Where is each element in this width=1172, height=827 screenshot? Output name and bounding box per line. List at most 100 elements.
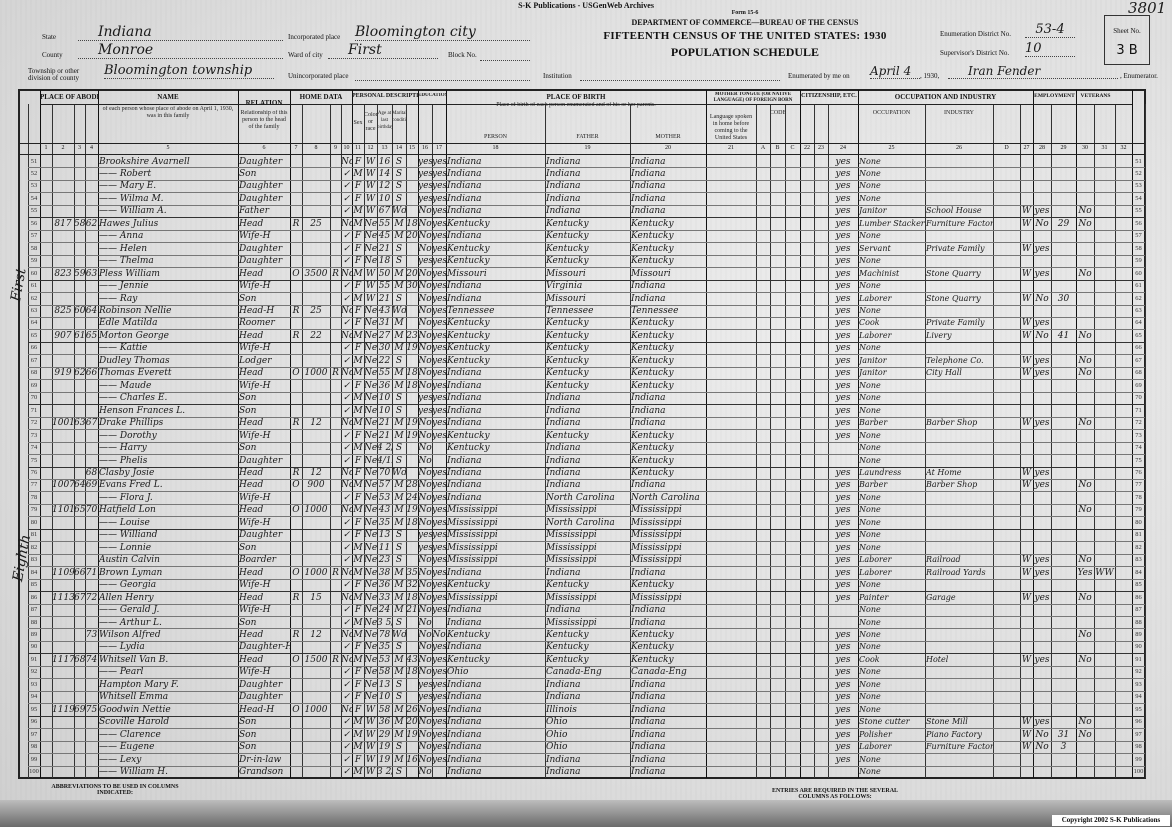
birthplace: Indiana (447, 168, 482, 179)
line-number-right: 85 (1135, 581, 1142, 589)
war (1094, 268, 1115, 280)
relation: Head (239, 330, 264, 341)
line-number-right: 93 (1135, 680, 1142, 688)
house-number (52, 604, 74, 616)
worker-class (1020, 230, 1033, 242)
farm: ✓ (342, 517, 351, 528)
occupation: None (859, 181, 881, 191)
row-rule (28, 255, 1145, 256)
farm: ✓ (342, 542, 351, 553)
radio-set (330, 218, 341, 230)
relation: Son (239, 293, 257, 304)
at-work (1033, 704, 1051, 716)
speaks-english: yes (835, 679, 851, 690)
person-name: —— Eugene (99, 742, 155, 753)
industry: Railroad (926, 555, 961, 565)
home-tenure: R (292, 418, 300, 429)
line-number-right: 75 (1135, 456, 1142, 464)
line-number-right: 97 (1135, 730, 1142, 738)
occupation: None (859, 405, 881, 415)
veteran (1076, 392, 1094, 404)
house-number (52, 293, 74, 305)
line-number-right: 98 (1135, 743, 1142, 751)
race: Neg (364, 443, 377, 454)
farm: ✓ (342, 181, 351, 192)
line-number: 93 (30, 680, 38, 688)
home-value (302, 255, 330, 267)
birthplace: Indiana (447, 206, 482, 217)
relation: Dr-in-law (239, 754, 282, 765)
unemployment-line (1051, 517, 1076, 529)
read-write: yes (432, 206, 446, 217)
speaks-english: yes (835, 492, 851, 503)
column-number: 13 (381, 145, 388, 151)
row-rule (28, 280, 1145, 281)
row-rule (28, 529, 1145, 530)
birthplace: Kentucky (447, 355, 490, 366)
father-birthplace: Mississippi (546, 617, 597, 628)
race: Neg (364, 567, 377, 578)
home-tenure (290, 342, 302, 354)
veteran (1076, 405, 1094, 417)
age-first-marriage (406, 317, 418, 329)
at-work (1033, 604, 1051, 616)
father-birthplace: Indiana (546, 679, 581, 690)
radio-set (330, 205, 341, 217)
veteran: No (1078, 729, 1092, 740)
marital-condition: S (395, 692, 403, 703)
age: 3 2/12 (377, 767, 392, 778)
line-number: 86 (30, 593, 38, 601)
age-first-marriage: 18 (406, 218, 418, 229)
home-tenure (290, 442, 302, 454)
marital-condition: M (394, 580, 404, 591)
radio-set (330, 492, 341, 504)
father-birthplace: Indiana (546, 181, 581, 192)
marital-condition: S (395, 293, 403, 304)
scan-edge (0, 800, 1172, 827)
age: 35 (378, 642, 391, 653)
radio-set (330, 666, 341, 678)
father-birthplace: Mississippi (546, 530, 597, 541)
family-number (85, 180, 98, 192)
worker-class (1020, 517, 1033, 529)
row-rule (28, 566, 1145, 567)
column-number: 24 (840, 145, 846, 151)
read-write: yes (432, 530, 446, 541)
home-value (302, 230, 330, 242)
dwelling-number: 64 (74, 480, 85, 491)
at-work (1033, 193, 1051, 205)
occupation: None (859, 281, 881, 291)
father-birthplace: Indiana (546, 480, 581, 491)
birthplace: Indiana (447, 380, 482, 391)
column-number: 7 (294, 145, 298, 151)
industry (926, 754, 993, 766)
farm: ✓ (342, 679, 351, 690)
speaks-english (828, 617, 858, 629)
row-rule (28, 180, 1145, 181)
column-divider (392, 104, 393, 778)
age: 53 (378, 492, 391, 503)
home-tenure: O (292, 654, 300, 665)
marital-condition: S (395, 393, 403, 404)
race: Neg (364, 455, 377, 466)
family-number: 70 (85, 505, 98, 516)
speaks-english: yes (835, 468, 851, 478)
dwelling-number: 62 (74, 368, 85, 379)
family-number (85, 317, 98, 329)
father-birthplace: Indiana (546, 605, 581, 616)
radio-set (330, 317, 341, 329)
read-write: yes (432, 692, 446, 703)
age-first-marriage (406, 741, 418, 753)
county-field: Monroe (78, 42, 283, 59)
header-rule (40, 104, 1132, 105)
birthplace: Mississippi (447, 505, 498, 516)
home-tenure (290, 754, 302, 766)
line-number-right: 71 (1135, 406, 1142, 414)
line-number-right: 70 (1135, 394, 1142, 402)
race: Neg (364, 306, 377, 317)
person-name: Hatfield Lon (99, 505, 156, 516)
at-work: yes (1034, 268, 1050, 279)
at-work (1033, 380, 1051, 392)
birthplace: Ohio (447, 667, 469, 678)
family-number (85, 666, 98, 678)
